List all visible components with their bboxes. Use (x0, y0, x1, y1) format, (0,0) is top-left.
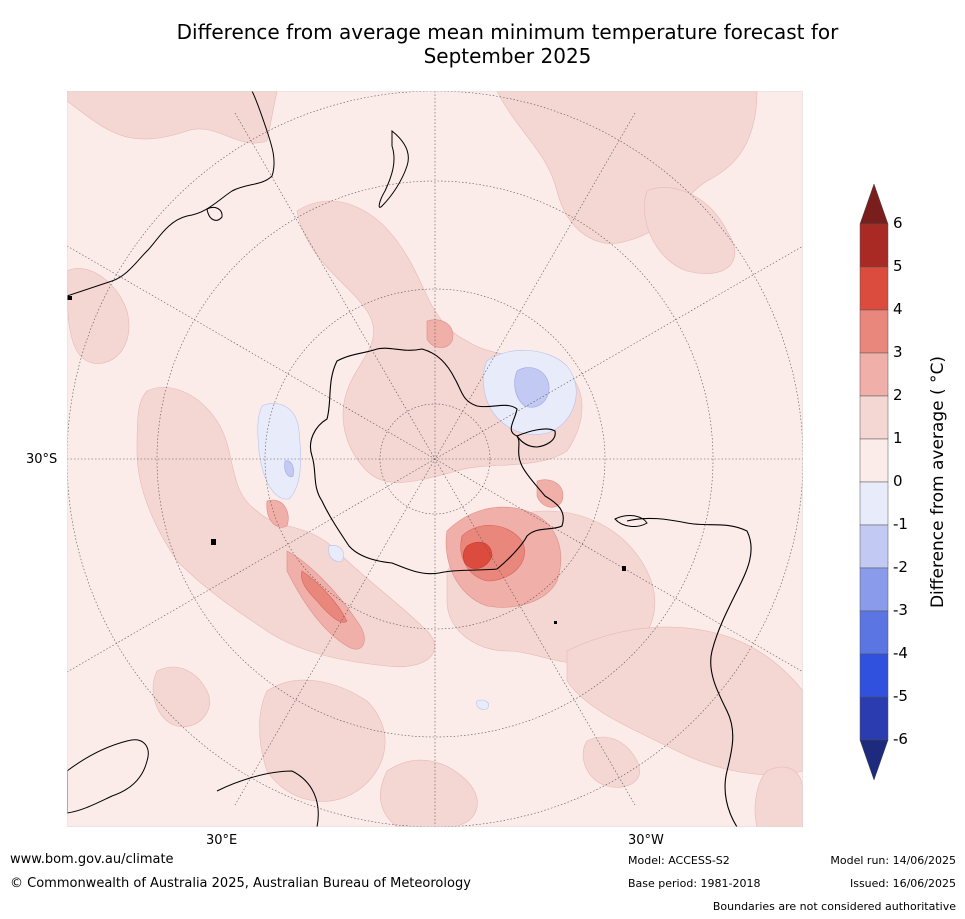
colorbar-bin (859, 438, 889, 483)
colorbar-bin (859, 524, 889, 569)
anomaly-minus-2-to-minus-1 (284, 367, 550, 478)
colorbar-tick-label: 1 (893, 429, 903, 447)
colorbar-bin (859, 395, 889, 440)
colorbar-bin (859, 223, 889, 268)
footer-model: Model: ACCESS-S2 (628, 854, 730, 867)
new-zealand-coastline (378, 129, 409, 208)
lat-label-30s: 30°S (26, 452, 58, 467)
colorbar (859, 183, 889, 781)
africa-coastline (67, 739, 149, 814)
australia-coastline (67, 91, 275, 297)
colorbar-bin (859, 309, 889, 354)
madagascar-coastline (216, 770, 319, 827)
antarctica-coastline (309, 347, 564, 575)
colorbar-tick-label: -2 (893, 558, 908, 576)
colorbar-bin (859, 696, 889, 741)
colorbar-tick-label: -3 (893, 601, 908, 619)
colorbar-extend-min (859, 739, 889, 781)
graticule (67, 91, 803, 827)
colorbar-extend-max (859, 183, 889, 225)
south-america-coastline (626, 517, 752, 827)
colorbar-bin (859, 481, 889, 526)
colorbar-tick-label: -1 (893, 515, 908, 533)
colorbar-tick-label: 5 (893, 257, 903, 275)
anomaly-4-to-5 (462, 541, 493, 569)
colorbar-tick-label: 3 (893, 343, 903, 361)
colorbar-tick-label: 0 (893, 472, 903, 490)
colorbar-tick-label: -5 (893, 687, 908, 705)
colorbar-bin (859, 610, 889, 655)
title-line-1: Difference from average mean minimum tem… (176, 20, 839, 44)
colorbar-bin (859, 352, 889, 397)
map-title: Difference from average mean minimum tem… (0, 20, 965, 68)
lon-label-30w: 30°W (628, 833, 664, 848)
colorbar-tick-label: -6 (893, 730, 908, 748)
colorbar-bin (859, 567, 889, 612)
colorbar-bin (859, 266, 889, 311)
colorbar-tick-label: -4 (893, 644, 908, 662)
footer-copyright: © Commonwealth of Australia 2025, Austra… (10, 876, 471, 891)
title-line-2: September 2025 (423, 44, 592, 68)
footer-disclaimer: Boundaries are not considered authoritat… (712, 900, 956, 913)
footer-issued: Issued: 16/06/2025 (849, 877, 956, 890)
colorbar-tick-label: 4 (893, 300, 903, 318)
colorbar-tick-label: 2 (893, 386, 903, 404)
map-svg (67, 91, 803, 827)
footer-base-period: Base period: 1981-2018 (628, 877, 761, 890)
footer-website[interactable]: www.bom.gov.au/climate (10, 852, 174, 867)
forecast-map[interactable] (67, 91, 803, 827)
colorbar-label: Difference from average ( °C) (928, 355, 948, 609)
colorbar-tick-label: 6 (893, 214, 903, 232)
tasmania-coastline (206, 206, 223, 221)
antarctic-peninsula (516, 428, 556, 448)
footer-model-run: Model run: 14/06/2025 (830, 854, 956, 867)
lon-label-30e: 30°E (206, 833, 238, 848)
map-border (67, 91, 803, 827)
tierra-del-fuego-coastline (614, 515, 648, 527)
small-islands (67, 296, 626, 624)
anomaly-1-to-2 (67, 91, 803, 827)
colorbar-bin (859, 653, 889, 698)
